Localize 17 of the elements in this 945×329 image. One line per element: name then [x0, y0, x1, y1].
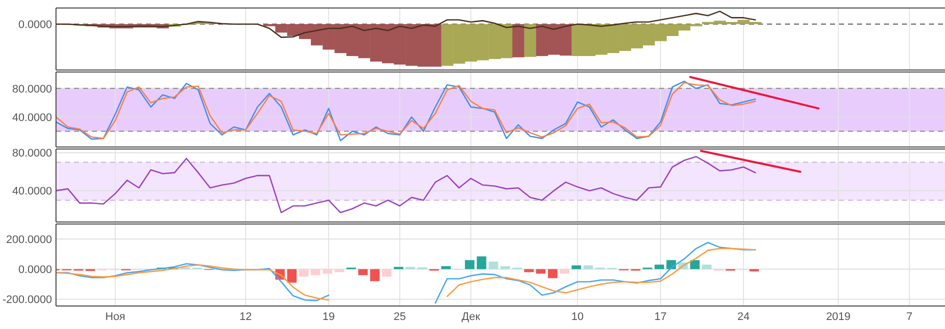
y-tick-label: 80.0000: [12, 83, 52, 96]
x-tick-label: 7: [906, 311, 913, 323]
y-tick-label: 80.0000: [12, 148, 52, 160]
x-tick-label: Ноя: [105, 311, 126, 323]
y-tick-label: 40.0000: [12, 186, 52, 198]
x-tick-label: 2019: [826, 311, 851, 323]
y-tick-label: 0.0000: [18, 264, 52, 276]
y-tick-label: 200.0000: [6, 234, 52, 246]
x-tick-label: 12: [240, 311, 252, 323]
x-tick-label: 24: [737, 311, 750, 323]
x-tick-label: 25: [394, 311, 406, 323]
y-tick-label: -200.0000: [2, 294, 52, 306]
x-tick-label: 17: [654, 311, 667, 323]
x-tick-label: Дек: [462, 311, 480, 323]
x-tick-label: 10: [571, 311, 584, 323]
x-tick-label: 19: [322, 311, 335, 323]
y-tick-label: 40.0000: [12, 112, 52, 124]
